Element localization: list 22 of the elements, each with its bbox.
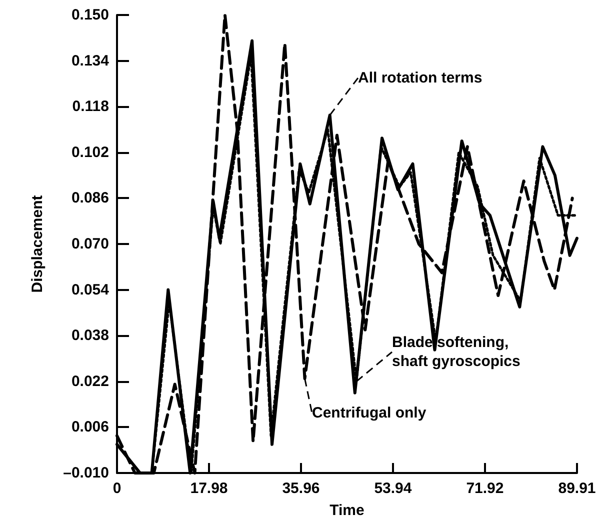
y-axis-title: Displacement (29, 195, 46, 293)
y-tick-label: 0.086 (71, 190, 109, 207)
y-tick-label: 0.102 (71, 144, 109, 161)
y-tick-label: 0.022 (71, 372, 109, 390)
series-label: Blade softening, shaft gyroscopics (392, 334, 520, 370)
x-tick-label: 17.98 (190, 480, 228, 497)
y-tick-label: 0.054 (71, 281, 110, 298)
y-tick-label: –0.010 (63, 464, 109, 482)
y-tick-label: 0.150 (71, 6, 109, 24)
x-tick-label: 0 (112, 480, 122, 497)
x-tick-label: 71.92 (466, 480, 504, 497)
x-tick-label: 53.94 (374, 480, 412, 497)
x-tick-label: 89.91 (558, 480, 596, 497)
series-label: Centrifugal only (312, 404, 427, 422)
text: All rotation terms (358, 70, 482, 86)
x-axis-title: Time (330, 502, 364, 519)
x-tick-label: 35.96 (282, 480, 320, 497)
y-tick-label: 0.070 (71, 236, 109, 252)
y-tick-label: 0.118 (72, 98, 109, 116)
y-tick-label: 0.038 (71, 327, 109, 344)
y-tick-label: 0.134 (71, 52, 110, 70)
y-tick-label: 0.006 (71, 418, 109, 436)
